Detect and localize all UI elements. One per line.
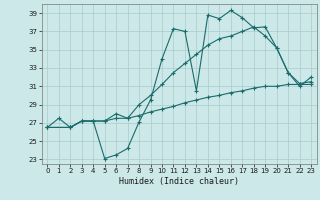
X-axis label: Humidex (Indice chaleur): Humidex (Indice chaleur)	[119, 177, 239, 186]
